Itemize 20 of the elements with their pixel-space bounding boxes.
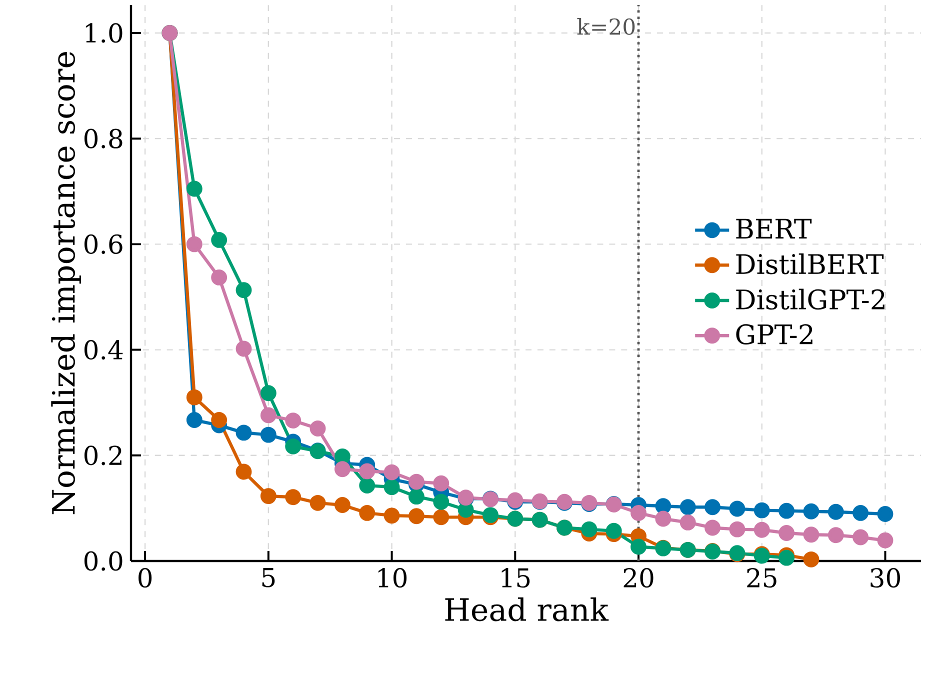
legend-label: GPT-2 — [736, 324, 812, 345]
y-tick-label: 0.6 — [84, 234, 122, 254]
legend-label: DistilBERT — [736, 253, 884, 274]
x-tick-label: 30 — [870, 568, 900, 588]
ref-line-label: k=20 — [577, 18, 635, 35]
y-tick-label: 0.4 — [84, 340, 123, 360]
legend-label: DistilGPT-2 — [736, 288, 884, 310]
x-tick-label: 10 — [378, 568, 407, 588]
y-tick-label: 0.2 — [84, 446, 122, 466]
x-tick-label: 0 — [138, 568, 152, 588]
x-tick-label: 20 — [624, 568, 654, 588]
x-axis-title: Head rank — [445, 597, 609, 622]
x-tick-label: 5 — [262, 568, 275, 588]
y-tick-label: 1.0 — [86, 23, 122, 43]
y-tick-label: 0.8 — [84, 128, 122, 148]
y-axis-title: Normalized importance score — [51, 52, 82, 514]
x-tick-label: 25 — [747, 568, 776, 588]
x-tick-label: 15 — [502, 568, 530, 588]
legend-label: BERT — [736, 218, 812, 238]
y-tick-label: 0.0 — [84, 551, 122, 571]
